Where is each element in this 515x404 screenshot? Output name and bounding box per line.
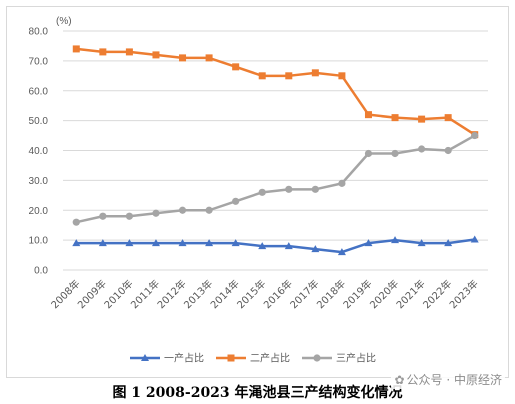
data-point-circle <box>152 209 160 217</box>
data-point-square <box>125 48 133 56</box>
data-point-triangle <box>444 239 453 247</box>
legend-item: 二产占比 <box>216 352 290 365</box>
x-tick-label: 2023年 <box>447 277 481 311</box>
data-point-circle <box>285 185 293 193</box>
watermark: ✿ 公众号 · 中原经济 <box>391 370 505 389</box>
data-point-square <box>364 111 372 119</box>
data-point-triangle <box>125 239 134 247</box>
data-point-circle <box>72 218 80 226</box>
x-tick-label: 2018年 <box>314 277 348 311</box>
x-tick-label: 2021年 <box>393 277 427 311</box>
data-point-square <box>338 72 346 80</box>
data-point-circle <box>125 212 134 220</box>
chart-frame <box>6 6 509 378</box>
data-point-square <box>232 63 240 71</box>
data-point-triangle <box>151 239 160 247</box>
data-point-square <box>418 115 426 123</box>
x-tick-label: 2019年 <box>340 277 374 311</box>
data-point-square <box>72 45 80 53</box>
figure-caption: 图 1 2008-2023 年渑池县三产结构变化情况 <box>112 385 403 401</box>
data-point-square <box>179 54 187 62</box>
data-point-triangle <box>72 239 81 247</box>
y-axis-unit: (%) <box>56 16 72 27</box>
x-tick-label: 2010年 <box>101 277 135 311</box>
data-point-triangle <box>141 354 149 361</box>
x-tick-label: 2013年 <box>181 277 215 311</box>
series-2 <box>72 45 479 139</box>
legend-item: 三产占比 <box>302 352 376 365</box>
series-line <box>76 134 476 224</box>
x-tick-label: 2014年 <box>208 277 242 311</box>
y-tick-label: 10.0 <box>29 236 49 247</box>
data-point-square <box>205 54 213 62</box>
data-point-triangle <box>231 239 240 247</box>
y-tick-label: 0.0 <box>34 266 48 277</box>
data-point-triangle <box>258 242 267 250</box>
y-axis-ticks: 0.0 10.0 20.0 30.0 40.0 50.0 60.0 70.0 80.0 <box>29 27 49 277</box>
data-point-triangle <box>364 239 373 247</box>
data-point-square <box>311 69 319 77</box>
data-point-square <box>258 72 266 80</box>
data-point-circle <box>417 145 426 153</box>
data-point-triangle <box>98 239 107 247</box>
data-point-circle <box>178 206 187 214</box>
x-tick-label: 2015年 <box>234 277 268 311</box>
data-point-triangle <box>470 235 479 243</box>
series-line <box>76 238 475 254</box>
x-tick-label: 2012年 <box>154 277 188 311</box>
x-tick-label: 2011年 <box>128 277 162 311</box>
wechat-icon: ✿ <box>394 373 405 387</box>
data-point-square <box>444 114 452 122</box>
data-point-circle <box>311 185 319 193</box>
data-point-circle <box>338 179 346 187</box>
legend: 一产占比 二产占比 三产占比 <box>130 352 376 365</box>
y-tick-label: 30.0 <box>29 176 49 187</box>
legend-label: 一产占比 <box>164 352 204 365</box>
y-tick-label: 80.0 <box>29 27 49 38</box>
data-point-circle <box>391 149 399 158</box>
data-point-triangle <box>284 242 293 250</box>
y-tick-label: 60.0 <box>29 86 49 97</box>
line-chart: 0.010.020.030.040.050.060.070.080.0 (%) … <box>29 16 488 365</box>
watermark-text: 公众号 · 中原经济 <box>406 373 502 387</box>
x-tick-label: 2017年 <box>287 277 321 311</box>
data-point-triangle <box>417 239 426 247</box>
x-axis-ticks: 2008年2009年2010年2011年2012年2013年2014年2015年… <box>48 277 481 311</box>
data-point-triangle <box>391 236 400 244</box>
data-point-square <box>285 72 293 80</box>
legend-label: 三产占比 <box>336 352 376 365</box>
data-point-circle <box>471 131 479 140</box>
gridlines <box>63 30 488 271</box>
data-point-triangle <box>205 239 214 247</box>
data-point-circle <box>232 197 240 205</box>
legend-item: 一产占比 <box>130 352 204 365</box>
series-1 <box>72 235 479 256</box>
data-point-square <box>99 48 107 56</box>
data-point-square <box>227 354 235 362</box>
data-point-triangle <box>311 245 320 253</box>
x-tick-label: 2016年 <box>261 277 295 311</box>
data-point-circle <box>99 212 107 220</box>
data-point-circle <box>205 206 213 214</box>
x-tick-label: 2022年 <box>420 277 454 311</box>
data-point-triangle <box>178 239 187 247</box>
series-3 <box>72 131 479 226</box>
data-point-circle <box>364 149 373 158</box>
data-point-circle <box>258 188 266 196</box>
data-point-square <box>152 51 160 59</box>
data-point-circle <box>444 146 452 155</box>
y-tick-label: 20.0 <box>29 206 49 217</box>
x-tick-label: 2020年 <box>367 277 401 311</box>
x-tick-label: 2009年 <box>75 277 109 311</box>
y-tick-label: 40.0 <box>29 146 49 157</box>
legend-label: 二产占比 <box>250 352 290 365</box>
data-point-circle <box>313 354 321 362</box>
y-tick-label: 50.0 <box>29 116 49 127</box>
data-point-square <box>391 114 399 122</box>
series-line <box>76 47 476 136</box>
series-group <box>72 45 479 256</box>
y-tick-label: 70.0 <box>29 56 49 67</box>
x-tick-label: 2008年 <box>48 277 82 311</box>
data-point-triangle <box>337 248 346 256</box>
